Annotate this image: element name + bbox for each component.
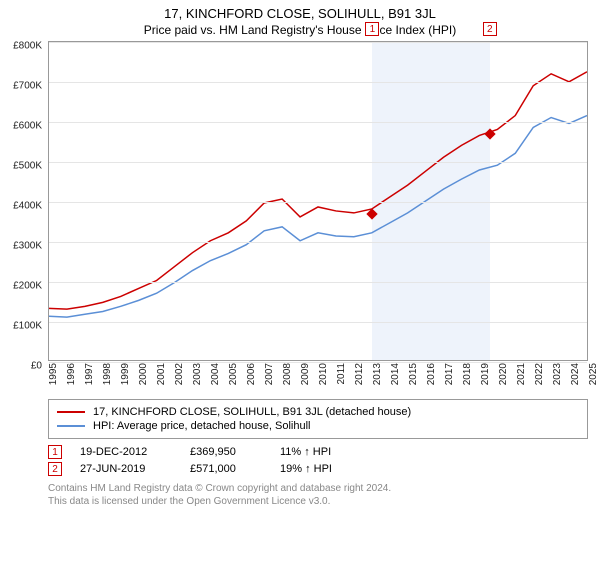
footer-line-1: Contains HM Land Registry data © Crown c… — [48, 482, 588, 495]
legend-item: HPI: Average price, detached house, Soli… — [57, 420, 579, 432]
x-tick-label: 2025 — [588, 363, 599, 385]
transaction-price: £369,950 — [190, 446, 280, 458]
x-tick-label: 2021 — [516, 363, 527, 385]
footer-line-2: This data is licensed under the Open Gov… — [48, 495, 588, 508]
y-tick-label: £0 — [31, 361, 42, 372]
x-tick-label: 2012 — [354, 363, 365, 385]
y-tick-label: £700K — [13, 81, 42, 92]
series-line — [49, 72, 587, 309]
x-tick-label: 2019 — [480, 363, 491, 385]
x-tick-label: 2001 — [156, 363, 167, 385]
x-tick-label: 1997 — [84, 363, 95, 385]
x-tick-label: 2005 — [228, 363, 239, 385]
x-tick-label: 1996 — [66, 363, 77, 385]
x-tick-label: 2017 — [444, 363, 455, 385]
x-tick-label: 2009 — [300, 363, 311, 385]
transaction-price: £571,000 — [190, 463, 280, 475]
transaction-diff: 19% ↑ HPI — [280, 463, 380, 475]
transaction-marker: 2 — [48, 462, 62, 476]
sale-marker-label: 2 — [483, 22, 497, 36]
x-tick-label: 2016 — [426, 363, 437, 385]
y-tick-label: £600K — [13, 121, 42, 132]
x-tick-label: 2024 — [570, 363, 581, 385]
series-line — [49, 116, 587, 318]
legend-item: 17, KINCHFORD CLOSE, SOLIHULL, B91 3JL (… — [57, 406, 579, 418]
x-tick-label: 2008 — [282, 363, 293, 385]
x-tick-label: 2018 — [462, 363, 473, 385]
x-tick-label: 2007 — [264, 363, 275, 385]
y-tick-label: £800K — [13, 41, 42, 52]
sale-marker-label: 1 — [365, 22, 379, 36]
y-tick-label: £500K — [13, 161, 42, 172]
chart-subtitle: Price paid vs. HM Land Registry's House … — [0, 23, 600, 37]
transaction-date: 19-DEC-2012 — [80, 446, 190, 458]
x-tick-label: 2013 — [372, 363, 383, 385]
transaction-date: 27-JUN-2019 — [80, 463, 190, 475]
transaction-marker: 1 — [48, 445, 62, 459]
legend-label: 17, KINCHFORD CLOSE, SOLIHULL, B91 3JL (… — [93, 406, 411, 418]
x-tick-label: 2003 — [192, 363, 203, 385]
x-tick-label: 2006 — [246, 363, 257, 385]
y-tick-label: £100K — [13, 321, 42, 332]
transaction-row: 2 27-JUN-2019£571,00019% ↑ HPI — [48, 462, 588, 476]
x-tick-label: 2014 — [390, 363, 401, 385]
legend-swatch — [57, 411, 85, 413]
x-axis-labels: 1995 1996 1997 1998 1999 2000 2001 2002 2003 2004… — [48, 361, 588, 395]
x-tick-label: 2020 — [498, 363, 509, 385]
x-tick-label: 2011 — [336, 363, 347, 385]
y-tick-label: £300K — [13, 241, 42, 252]
transactions-list: 1 19-DEC-2012£369,95011% ↑ HPI 2 27-JUN-201… — [48, 445, 588, 476]
line-series-svg — [49, 42, 587, 360]
x-tick-label: 2000 — [138, 363, 149, 385]
y-tick-label: £400K — [13, 201, 42, 212]
x-tick-label: 2022 — [534, 363, 545, 385]
x-tick-label: 2002 — [174, 363, 185, 385]
y-tick-label: £200K — [13, 281, 42, 292]
x-tick-label: 2015 — [408, 363, 419, 385]
chart-container: 17, KINCHFORD CLOSE, SOLIHULL, B91 3JL P… — [0, 6, 600, 566]
x-tick-label: 2010 — [318, 363, 329, 385]
x-tick-label: 1998 — [102, 363, 113, 385]
chart-title: 17, KINCHFORD CLOSE, SOLIHULL, B91 3JL — [0, 6, 600, 21]
x-tick-label: 2004 — [210, 363, 221, 385]
plot-area: 12 — [48, 41, 588, 361]
transaction-diff: 11% ↑ HPI — [280, 446, 380, 458]
transaction-row: 1 19-DEC-2012£369,95011% ↑ HPI — [48, 445, 588, 459]
legend-label: HPI: Average price, detached house, Soli… — [93, 420, 311, 432]
legend-swatch — [57, 425, 85, 427]
y-axis-labels: £0£100K£200K£300K£400K£500K£600K£700K£80… — [0, 46, 46, 366]
x-tick-label: 1995 — [48, 363, 59, 385]
x-tick-label: 2023 — [552, 363, 563, 385]
legend-box: 17, KINCHFORD CLOSE, SOLIHULL, B91 3JL (… — [48, 399, 588, 439]
x-tick-label: 1999 — [120, 363, 131, 385]
footer-attribution: Contains HM Land Registry data © Crown c… — [48, 482, 588, 508]
